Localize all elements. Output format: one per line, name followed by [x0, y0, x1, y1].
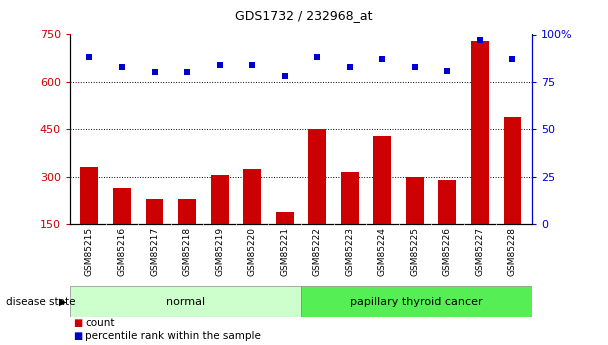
Point [215, 62, 224, 68]
Text: GSM85228: GSM85228 [508, 227, 517, 276]
Bar [301, 286, 532, 317]
Bar [308, 129, 326, 224]
Point [410, 64, 420, 70]
Point [345, 64, 354, 70]
Bar [276, 211, 294, 224]
Point [85, 55, 94, 60]
Point [182, 70, 192, 75]
Text: GSM85220: GSM85220 [247, 227, 257, 276]
Point [117, 64, 127, 70]
Bar [406, 177, 424, 224]
Text: GSM85227: GSM85227 [475, 227, 485, 276]
Text: GSM85219: GSM85219 [215, 227, 224, 276]
Bar [80, 167, 98, 224]
Text: ▶: ▶ [59, 297, 66, 307]
Text: GSM85224: GSM85224 [378, 227, 387, 276]
Bar [243, 169, 261, 224]
Text: ■: ■ [73, 318, 82, 328]
Text: GSM85218: GSM85218 [182, 227, 192, 276]
Bar [438, 180, 457, 224]
Text: GSM85222: GSM85222 [313, 227, 322, 276]
Point [247, 62, 257, 68]
Bar [178, 199, 196, 224]
Text: GSM85217: GSM85217 [150, 227, 159, 276]
Text: GDS1732 / 232968_at: GDS1732 / 232968_at [235, 9, 373, 22]
Text: percentile rank within the sample: percentile rank within the sample [85, 331, 261, 341]
Text: count: count [85, 318, 115, 328]
Bar [70, 286, 301, 317]
Text: GSM85223: GSM85223 [345, 227, 354, 276]
Bar [341, 172, 359, 224]
Bar [145, 199, 164, 224]
Bar [503, 117, 522, 224]
Text: GSM85221: GSM85221 [280, 227, 289, 276]
Point [280, 73, 289, 79]
Text: GSM85225: GSM85225 [410, 227, 420, 276]
Text: disease state: disease state [6, 297, 75, 307]
Bar [113, 188, 131, 224]
Bar [471, 41, 489, 224]
Point [508, 57, 517, 62]
Point [475, 37, 485, 43]
Text: GSM85215: GSM85215 [85, 227, 94, 276]
Point [150, 70, 159, 75]
Point [443, 68, 452, 73]
Point [378, 57, 387, 62]
Text: GSM85226: GSM85226 [443, 227, 452, 276]
Text: GSM85216: GSM85216 [117, 227, 126, 276]
Point [313, 55, 322, 60]
Bar [373, 136, 392, 224]
Text: normal: normal [166, 297, 205, 307]
Text: papillary thyroid cancer: papillary thyroid cancer [350, 297, 483, 307]
Text: ■: ■ [73, 331, 82, 341]
Bar [210, 175, 229, 224]
